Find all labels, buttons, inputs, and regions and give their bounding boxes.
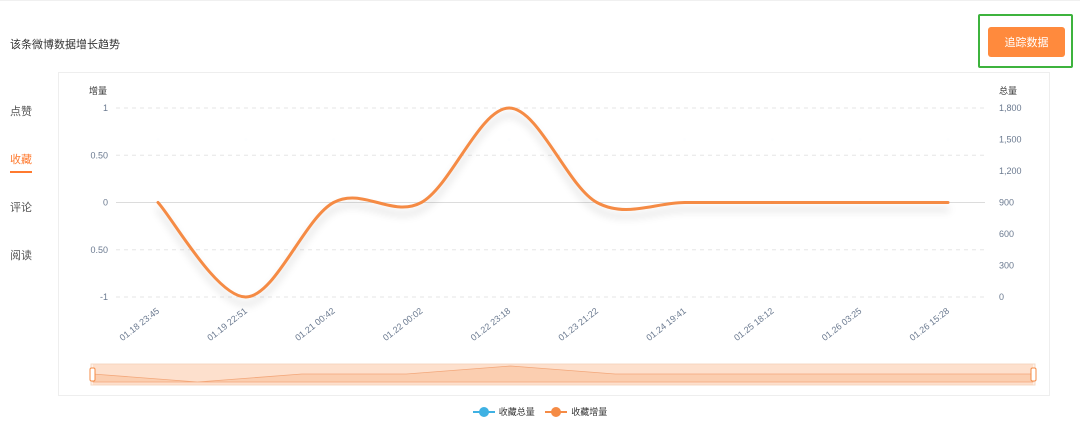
tab-likes[interactable]: 点赞: [10, 106, 32, 118]
data-point: [420, 201, 423, 204]
x-tick-label: 01.22 00:02: [381, 306, 425, 343]
right-tick-label: 0: [999, 292, 1004, 302]
data-point: [859, 138, 862, 141]
tab-favorites[interactable]: 收藏: [10, 151, 32, 173]
data-point: [332, 138, 335, 141]
legend-item-total[interactable]: 收藏总量: [472, 405, 535, 418]
data-zoom-handle-right[interactable]: [1030, 367, 1037, 382]
x-tick-label: 01.19 22:51: [205, 306, 249, 343]
right-tick-label: 1,800: [999, 103, 1022, 113]
data-point: [157, 201, 160, 204]
data-point: [683, 201, 686, 204]
x-tick-label: 01.18 23:45: [118, 306, 162, 343]
data-point: [947, 201, 950, 204]
data-point: [859, 201, 862, 204]
left-axis-title: 增量: [89, 85, 107, 96]
right-tick-label: 300: [999, 261, 1014, 271]
data-point: [332, 201, 335, 204]
data-zoom-handle-left[interactable]: [89, 367, 96, 382]
x-tick-label: 01.26 15:28: [908, 306, 952, 343]
data-point: [157, 138, 160, 141]
chart-legend: 收藏总量 收藏增量: [0, 405, 1080, 419]
right-tick-label: 900: [999, 198, 1014, 208]
left-tick-label: 1: [103, 103, 108, 113]
data-point: [595, 201, 598, 204]
data-point: [508, 107, 511, 110]
tab-reads[interactable]: 阅读: [10, 250, 32, 262]
right-tick-label: 1,500: [999, 135, 1022, 145]
x-tick-label: 01.26 03:25: [820, 306, 864, 343]
x-tick-label: 01.23 21:22: [556, 306, 600, 343]
left-tick-label: 0: [103, 198, 108, 208]
tab-comments[interactable]: 评论: [10, 202, 32, 214]
legend-item-increment[interactable]: 收藏增量: [545, 405, 607, 418]
right-axis-title: 总量: [999, 85, 1017, 96]
chart-card: [58, 72, 1050, 396]
data-point: [771, 138, 774, 141]
legend-marker-total: [472, 406, 495, 417]
data-point: [244, 138, 247, 141]
legend-label-total: 收藏总量: [498, 407, 535, 417]
data-zoom-selection[interactable]: [93, 364, 1033, 385]
page-title: 该条微博数据增长趋势: [10, 39, 120, 51]
legend-label-increment: 收藏增量: [571, 407, 608, 417]
data-point: [508, 138, 511, 141]
x-tick-label: 01.22 23:18: [469, 306, 513, 343]
data-point: [683, 138, 686, 141]
series-line-increment: [156, 106, 950, 299]
x-tick-label: 01.25 18:12: [732, 306, 776, 343]
data-point: [420, 138, 423, 141]
track-data-button[interactable]: 追踪数据: [988, 27, 1065, 57]
highlight-frame: [978, 14, 1073, 68]
x-tick-label: 01.21 00:42: [293, 306, 337, 343]
legend-marker-increment: [545, 406, 568, 417]
x-tick-label: 01.24 19:41: [644, 306, 688, 343]
data-point: [771, 201, 774, 204]
left-tick-label: -1: [100, 292, 108, 302]
data-point: [595, 138, 598, 141]
right-tick-label: 1,200: [999, 166, 1022, 176]
data-point: [947, 138, 950, 141]
data-point: [244, 296, 247, 299]
right-tick-label: 600: [999, 229, 1014, 239]
left-tick-label: 0.50: [90, 245, 108, 255]
left-tick-label: 0.50: [90, 150, 108, 160]
top-divider: [0, 0, 1080, 1]
